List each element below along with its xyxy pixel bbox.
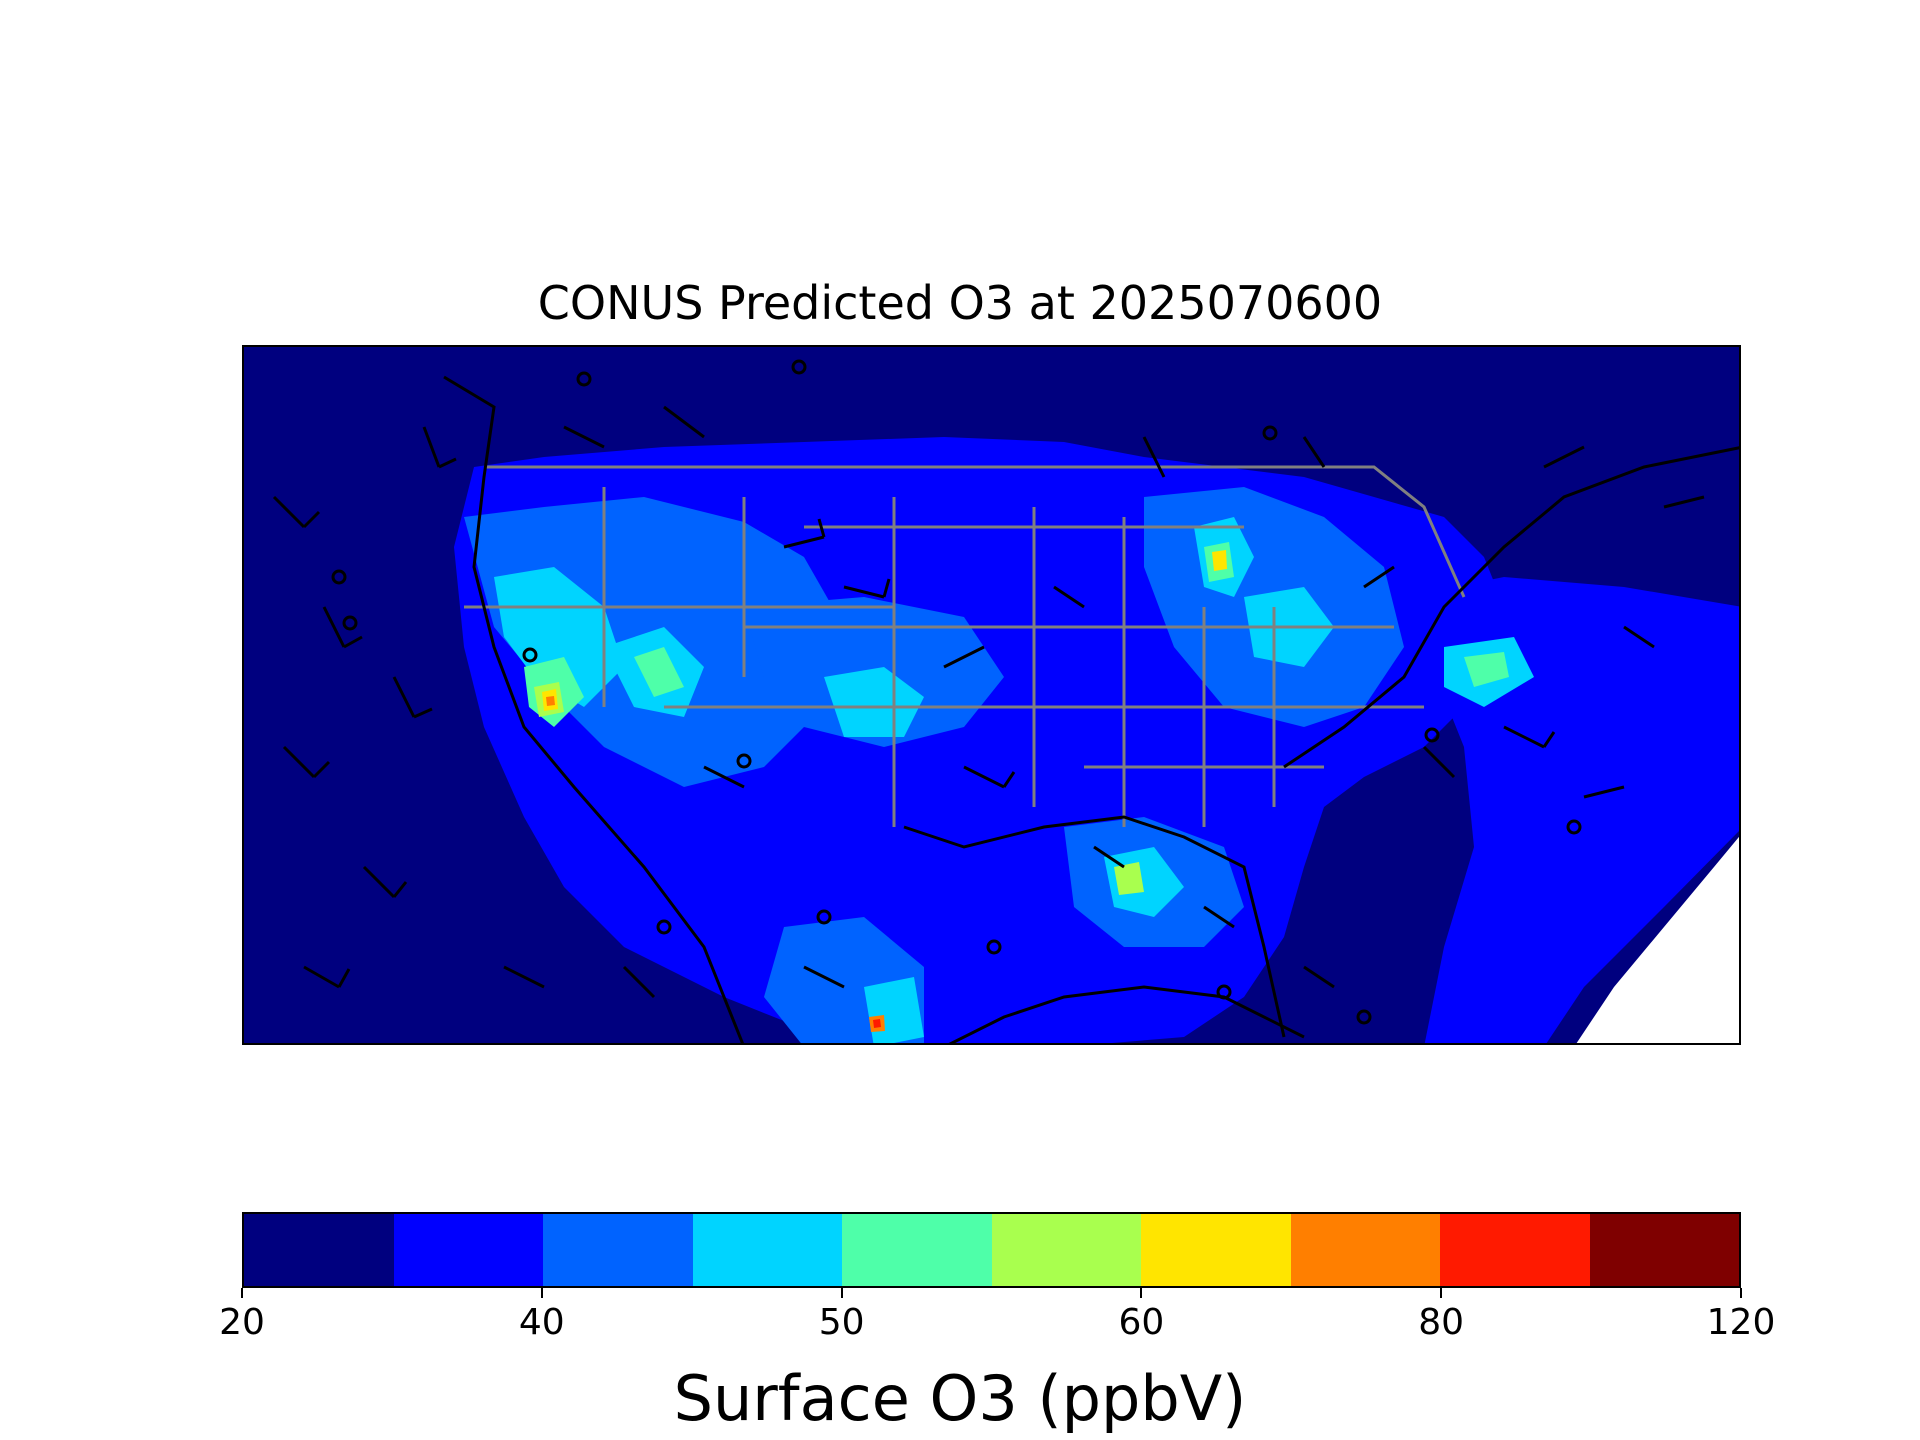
ozone-map bbox=[242, 345, 1741, 1045]
colorbar-tick bbox=[241, 1288, 243, 1298]
region-50-gulf bbox=[1104, 847, 1184, 917]
colorbar-tick-label: 60 bbox=[1118, 1302, 1165, 1343]
chart-title: CONUS Predicted O3 at 2025070600 bbox=[537, 276, 1383, 330]
calm-wind-markers bbox=[331, 359, 1582, 1025]
region-50-central bbox=[824, 667, 924, 737]
colorbar-segment bbox=[1290, 1214, 1440, 1286]
region-65-mi bbox=[1212, 550, 1227, 571]
colorbar-tick-label: 20 bbox=[219, 1302, 265, 1343]
colorbar-tick bbox=[1740, 1288, 1742, 1298]
colorbar-segment bbox=[692, 1214, 842, 1286]
region-50-west bbox=[494, 567, 624, 707]
region-55-az bbox=[634, 647, 684, 697]
ozone-map-canvas bbox=[244, 347, 1739, 1043]
region-55-atlantic bbox=[1464, 652, 1509, 687]
wind-barbs bbox=[272, 405, 1705, 999]
state-borders bbox=[464, 465, 1466, 827]
colorbar-tick-label: 40 bbox=[518, 1302, 565, 1343]
colorbar bbox=[242, 1212, 1741, 1288]
region-90-mexico bbox=[873, 1019, 881, 1028]
no-data-corner bbox=[1576, 836, 1739, 1043]
colorbar-segment bbox=[393, 1214, 543, 1286]
colorbar-segment bbox=[991, 1214, 1141, 1286]
colorbar-ticks: 20 40 50 60 80 120 bbox=[219, 1288, 1775, 1348]
colorbar-segment bbox=[1440, 1214, 1590, 1286]
colorbar-tick-label: 120 bbox=[1706, 1302, 1776, 1343]
colorbar-tick bbox=[840, 1288, 843, 1298]
colorbar-tick bbox=[540, 1288, 543, 1298]
region-60-gulf bbox=[1114, 862, 1144, 895]
colorbar-segment bbox=[842, 1214, 992, 1286]
colorbar-tick-label: 50 bbox=[818, 1302, 865, 1343]
colorbar-tick bbox=[1140, 1288, 1143, 1298]
coastlines bbox=[443, 375, 1739, 1043]
colorbar-segment bbox=[1141, 1214, 1291, 1286]
region-50-mexico bbox=[864, 977, 924, 1043]
colorbar-label: Surface O3 (ppbV) bbox=[673, 1362, 1247, 1435]
colorbar-segment bbox=[244, 1214, 394, 1286]
colorbar-segment bbox=[543, 1214, 693, 1286]
colorbar-tick-label: 80 bbox=[1418, 1302, 1465, 1343]
colorbar-segment bbox=[1589, 1214, 1739, 1286]
region-80-ca bbox=[546, 696, 555, 706]
colorbar-tick bbox=[1440, 1288, 1443, 1298]
